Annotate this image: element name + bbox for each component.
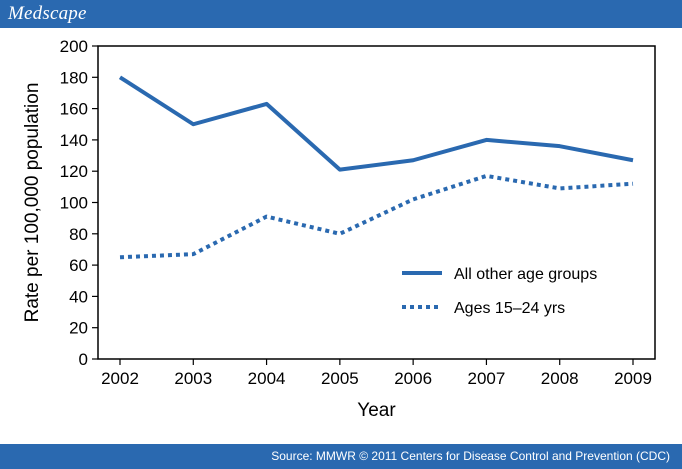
y-tick-label: 20 <box>69 319 88 338</box>
y-tick-label: 160 <box>60 100 88 119</box>
y-tick-label: 200 <box>60 37 88 56</box>
y-tick-label: 60 <box>69 256 88 275</box>
y-tick-label: 100 <box>60 194 88 213</box>
y-tick-label: 0 <box>79 350 88 369</box>
x-tick-label: 2004 <box>248 369 286 388</box>
x-axis-title: Year <box>357 400 396 421</box>
y-tick-label: 140 <box>60 131 88 150</box>
x-tick-label: 2006 <box>394 369 432 388</box>
series-line-1 <box>118 75 634 172</box>
x-tick-label: 2007 <box>468 369 506 388</box>
chart-legend: All other age groups Ages 15–24 yrs <box>402 266 597 317</box>
y-tick-label: 180 <box>60 68 88 87</box>
x-tick-label: 2005 <box>321 369 359 388</box>
chart-series <box>118 75 634 260</box>
brand-logo: Medscape <box>8 3 87 24</box>
source-credit: Source: MMWR © 2011 Centers for Disease … <box>271 449 670 463</box>
plot-frame <box>97 45 656 360</box>
chart-axes <box>97 45 656 360</box>
x-tick-label: 2002 <box>101 369 139 388</box>
chart-ticks: 0 20 40 60 80 100 120 140 160 180 200 2002 2003 2004 2… <box>60 37 652 388</box>
data-point <box>339 233 340 234</box>
series-line-2 <box>119 173 634 260</box>
x-tick-label: 2009 <box>614 369 652 388</box>
header-bar: Medscape <box>0 0 682 28</box>
x-tick-label: 2008 <box>541 369 579 388</box>
y-tick-label: 80 <box>69 225 88 244</box>
legend-label-2: Ages 15–24 yrs <box>454 300 565 317</box>
y-axis-title: Rate per 100,000 population <box>22 83 43 323</box>
data-point <box>559 188 560 189</box>
legend-label-1: All other age groups <box>454 266 597 283</box>
x-tick-label: 2003 <box>174 369 212 388</box>
data-point <box>486 175 487 176</box>
y-tick-label: 120 <box>60 162 88 181</box>
line-chart: 0 20 40 60 80 100 120 140 160 180 200 2002 2003 2004 2… <box>22 37 656 421</box>
y-tick-label: 40 <box>69 287 88 306</box>
footer-bar: Source: MMWR © 2011 Centers for Disease … <box>0 444 682 469</box>
